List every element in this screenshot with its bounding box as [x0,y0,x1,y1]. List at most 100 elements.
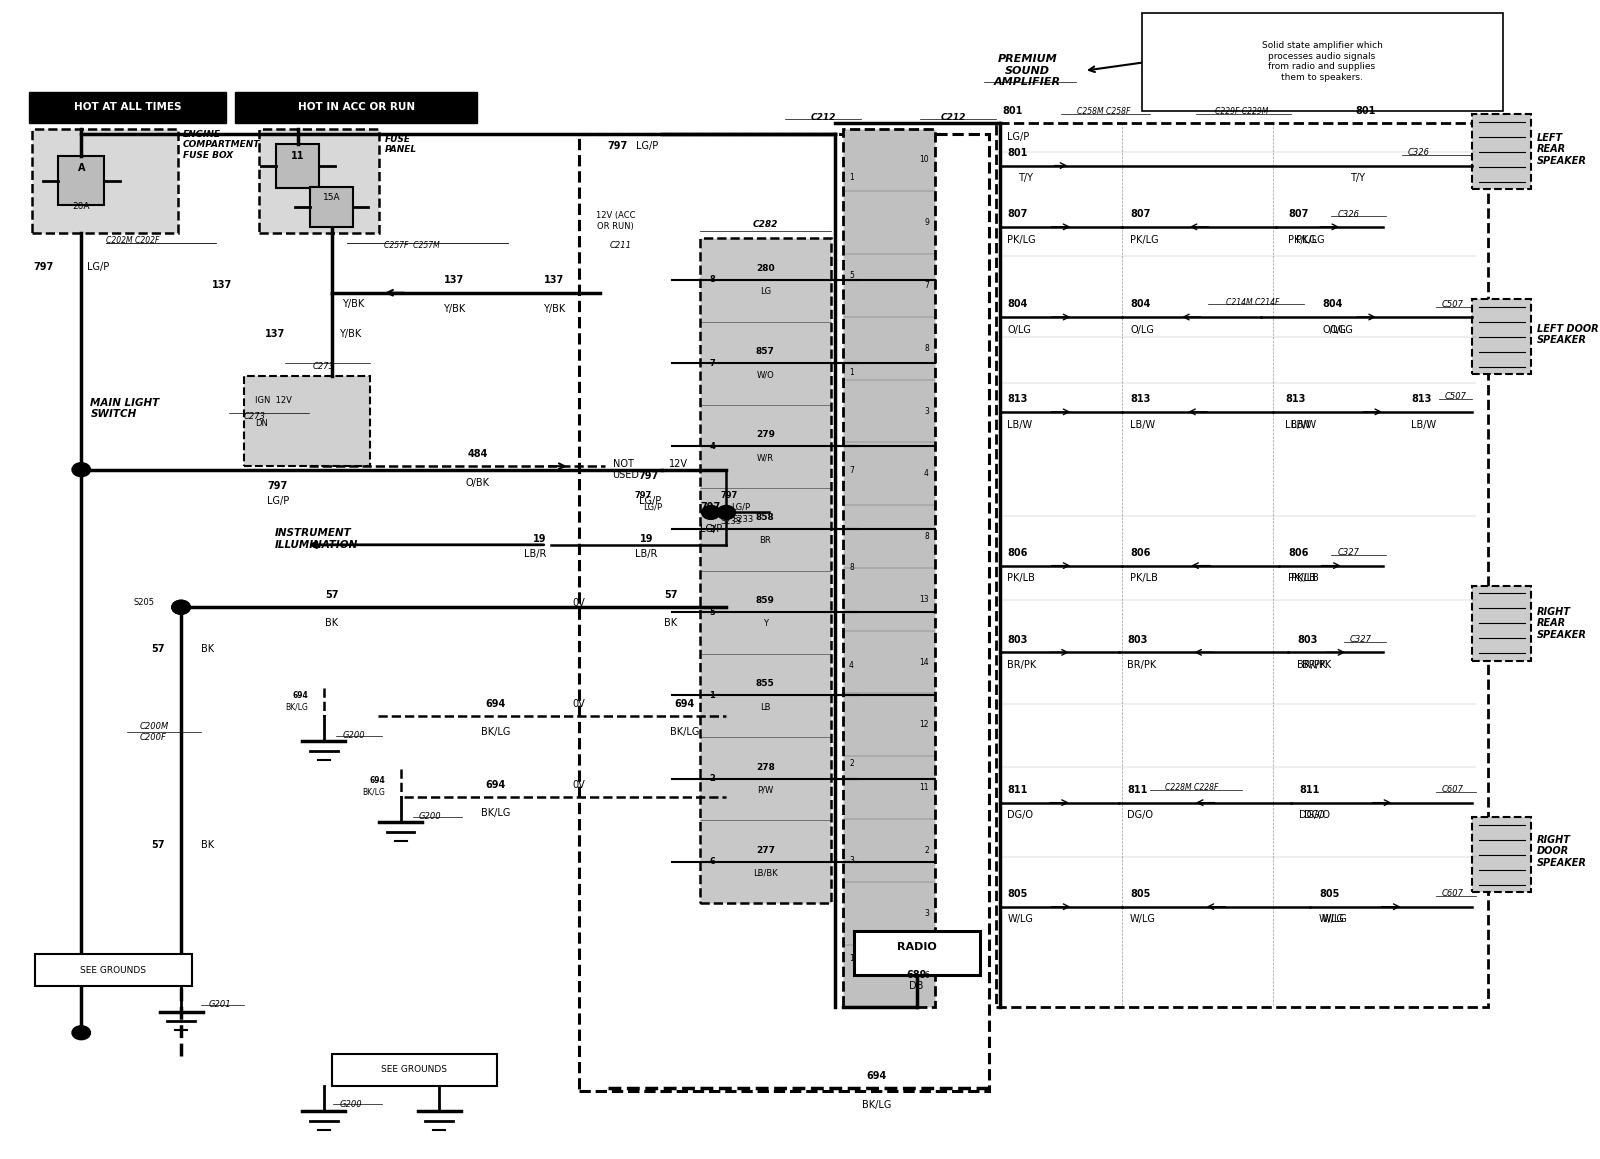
Text: C202M C202F: C202M C202F [106,236,158,246]
Text: W/LG: W/LG [1322,914,1347,925]
Text: BR/PK: BR/PK [1126,661,1157,670]
Text: 694: 694 [867,1071,886,1081]
Text: C607: C607 [1442,889,1464,898]
Text: 859: 859 [755,597,774,605]
Text: PK/LB: PK/LB [1288,574,1317,583]
Text: Solid state amplifier which
processes audio signals
from radio and supplies
them: Solid state amplifier which processes au… [1261,42,1382,81]
Bar [1472,585,1531,661]
Text: LG/P: LG/P [635,141,658,151]
Text: LG/P: LG/P [638,496,661,506]
Text: 3: 3 [925,909,930,918]
Text: C607: C607 [1442,786,1464,794]
Text: O/LG: O/LG [1322,325,1346,335]
Text: HOT IN ACC OR RUN: HOT IN ACC OR RUN [298,102,414,111]
Text: W/LG: W/LG [1318,914,1346,925]
Text: PK/LB: PK/LB [1130,574,1158,583]
Text: P/W: P/W [757,786,773,795]
Text: 797: 797 [608,141,627,151]
Bar [579,134,989,1091]
Text: 801: 801 [1008,148,1027,158]
Text: 8: 8 [850,563,854,573]
Text: Y/BK: Y/BK [443,305,466,314]
Text: 805: 805 [1318,889,1339,899]
Text: W/O: W/O [757,370,774,379]
Text: 694: 694 [675,699,694,709]
Text: RIGHT
REAR
SPEAKER: RIGHT REAR SPEAKER [1538,607,1587,640]
Text: BK/LG: BK/LG [363,788,386,796]
Text: 137: 137 [544,275,565,285]
Text: ENGINE
COMPARTMENT
FUSE BOX: ENGINE COMPARTMENT FUSE BOX [182,130,259,160]
FancyBboxPatch shape [1142,13,1504,111]
Text: G200: G200 [339,1100,362,1109]
Text: 20A: 20A [72,202,90,211]
Text: LB/BK: LB/BK [754,869,778,877]
Text: 803: 803 [1008,635,1027,644]
Text: 803: 803 [1126,635,1147,644]
Text: 694: 694 [486,780,506,790]
Text: 8: 8 [925,344,930,352]
Text: 13: 13 [920,595,930,604]
Text: PK/LB: PK/LB [1008,574,1035,583]
Text: DG/O: DG/O [1304,810,1330,821]
Text: 804: 804 [1322,299,1342,309]
Bar [259,129,379,233]
Text: BK: BK [202,840,214,851]
Text: 2: 2 [850,759,854,767]
Text: PK/LB: PK/LB [1291,574,1318,583]
Text: 7: 7 [850,466,854,475]
Text: 806: 806 [1130,548,1150,557]
Text: 19: 19 [640,534,653,544]
Text: 858: 858 [755,513,774,523]
Bar [29,92,226,123]
Text: 57: 57 [664,590,678,600]
Text: 8: 8 [925,532,930,541]
Circle shape [717,505,736,519]
Text: C273: C273 [243,411,266,421]
Text: 1: 1 [850,173,854,182]
Text: BK/LG: BK/LG [482,728,510,737]
Text: 137: 137 [445,275,464,285]
Text: W/R: W/R [757,453,774,462]
Text: 7: 7 [709,358,715,367]
Text: 1: 1 [709,691,715,700]
Text: NOT
USED: NOT USED [613,459,640,481]
Text: LG: LG [760,287,771,296]
Text: 4: 4 [850,661,854,670]
Text: LB/W: LB/W [1008,420,1032,430]
Text: Y: Y [763,619,768,628]
Text: DG/O: DG/O [1299,810,1325,821]
Text: 801: 801 [1003,107,1022,116]
Text: LEFT
REAR
SPEAKER: LEFT REAR SPEAKER [1538,133,1587,166]
Text: PK/LG: PK/LG [1008,234,1035,245]
Text: 57: 57 [152,644,165,654]
Bar [843,129,934,1007]
Text: 797: 797 [701,503,720,512]
Text: G201: G201 [208,1000,232,1009]
Text: 804: 804 [1130,299,1150,309]
Text: RIGHT
DOOR
SPEAKER: RIGHT DOOR SPEAKER [1538,834,1587,868]
Text: 3: 3 [709,525,715,534]
Text: BK: BK [202,644,214,654]
Text: 807: 807 [1130,209,1150,219]
Text: BR/PK: BR/PK [1008,661,1037,670]
Text: IGN  12V: IGN 12V [254,395,291,404]
Text: PK/LG: PK/LG [1130,234,1158,245]
Bar [701,239,830,903]
Text: 797: 797 [634,490,651,500]
Text: S233: S233 [720,517,741,526]
Bar [35,954,192,986]
Text: 811: 811 [1299,785,1320,795]
Bar [32,129,178,233]
Text: FUSE
PANEL: FUSE PANEL [386,136,418,154]
Text: 801: 801 [1355,107,1376,116]
Text: 3: 3 [850,857,854,866]
Text: 811: 811 [1008,785,1027,795]
Text: 5: 5 [709,607,715,617]
Bar [1472,114,1531,189]
Text: 137: 137 [211,279,232,290]
Text: 806: 806 [1288,548,1309,557]
Text: O/LG: O/LG [1008,325,1030,335]
Text: T/Y: T/Y [1350,174,1365,183]
Text: LB/R: LB/R [525,549,547,559]
Text: T/Y: T/Y [1018,174,1034,183]
